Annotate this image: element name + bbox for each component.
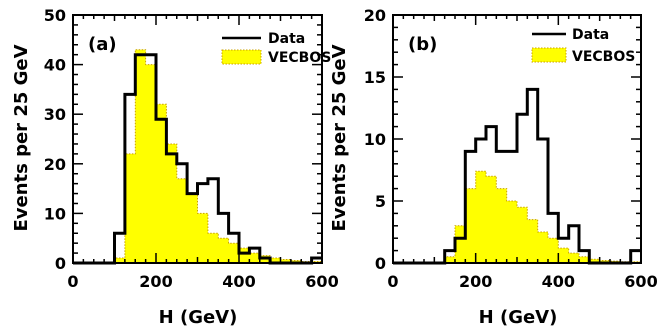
y-axis-title: Events per 25 GeV: [11, 44, 32, 231]
x-tick-label: 0: [387, 272, 398, 291]
x-axis-title: H (GeV): [479, 307, 558, 328]
panel-a: 0 10 20 30 40 50 Events per 25 GeV 0 200 400 600…: [11, 6, 339, 328]
legend-data-label: Data: [268, 31, 305, 47]
x-tick-label: 200: [459, 272, 492, 291]
y-tick-label: 0: [375, 254, 386, 273]
y-tick-label: 20: [44, 155, 66, 174]
panel-label: (b): [408, 34, 437, 55]
legend-vecbos-swatch: [221, 49, 262, 65]
legend: Data VECBOS: [221, 31, 331, 66]
x-tick-label: 200: [139, 272, 172, 291]
y-tick-label: 10: [364, 130, 386, 149]
y-tick-labels: 0 10 20 30 40 50: [44, 6, 66, 273]
x-tick-label: 0: [67, 272, 78, 291]
plot-area: [392, 14, 642, 265]
x-tick-label: 600: [305, 272, 338, 291]
vecbos-histogram-outline: [393, 170, 641, 264]
vecbos-histogram-outline: [73, 49, 322, 264]
legend-vecbos-label: VECBOS: [572, 49, 635, 65]
data-histogram-line: [393, 87, 641, 265]
vecbos-histogram-fill: [73, 49, 322, 264]
x-tick-labels: 0 200 400 600: [387, 272, 657, 291]
y-tick-label: 0: [55, 254, 66, 273]
plot-frame: [392, 14, 642, 264]
y-tick-label: 50: [44, 6, 66, 25]
x-tick-label: 400: [542, 272, 575, 291]
y-tick-label: 5: [375, 192, 386, 211]
legend-data-label: Data: [572, 27, 609, 43]
panel-label: (a): [88, 34, 117, 55]
y-tick-label: 10: [44, 204, 66, 223]
plot-area: [72, 14, 323, 265]
plot-frame: [72, 14, 323, 264]
y-tick-labels: 0 5 10 15 20: [364, 6, 386, 273]
legend-vecbos-label: VECBOS: [268, 50, 331, 66]
y-tick-label: 30: [44, 105, 66, 124]
x-tick-labels: 0 200 400 600: [67, 272, 338, 291]
vecbos-histogram-fill: [393, 171, 641, 263]
x-tick-label: 600: [624, 272, 657, 291]
x-tick-label: 400: [222, 272, 255, 291]
x-axis-title: H (GeV): [159, 307, 238, 328]
legend-vecbos-swatch: [531, 47, 567, 63]
y-axis-title: Events per 25 GeV: [329, 44, 350, 231]
y-tick-label: 20: [364, 6, 386, 25]
y-tick-label: 15: [364, 68, 386, 87]
y-tick-label: 40: [44, 56, 66, 75]
panel-b: 0 5 10 15 20 Events per 25 GeV 0 200 400 600 H …: [329, 6, 658, 328]
legend: Data VECBOS: [531, 27, 635, 65]
